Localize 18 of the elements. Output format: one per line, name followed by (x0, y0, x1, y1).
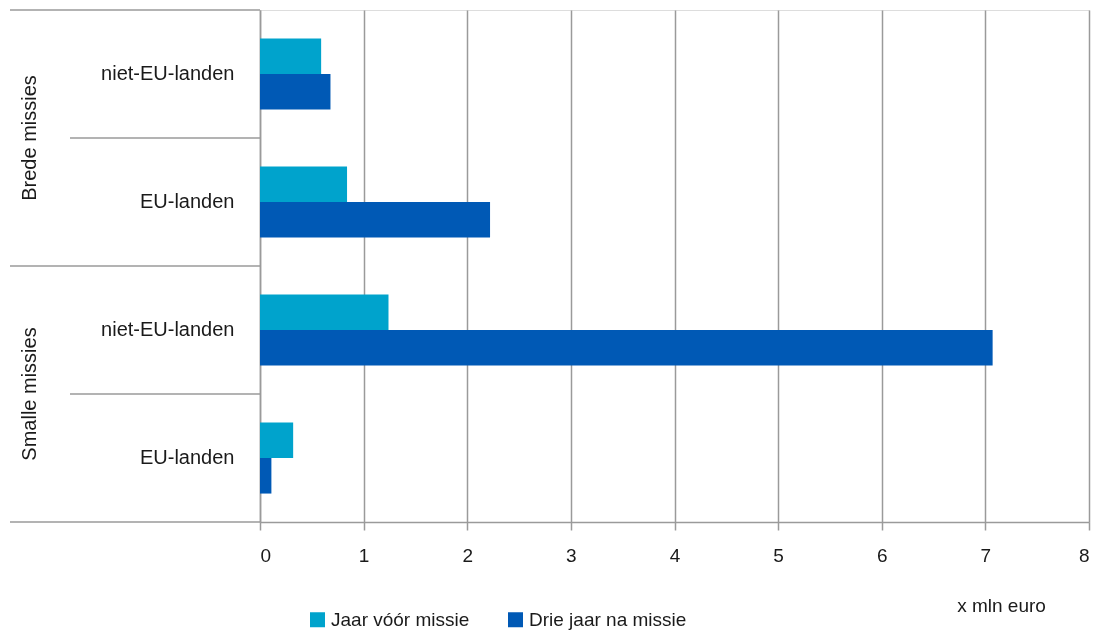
text: Brede missies (18, 75, 40, 201)
x-tick-label: 7 (980, 544, 992, 566)
legend-label: Drie jaar na missie (529, 608, 687, 630)
y-tick-label: EU-landen (139, 190, 235, 212)
text: Smalle missies (18, 327, 40, 461)
y-tick-label: niet-EU-landen (101, 62, 235, 84)
x-axis-title: x mln euro (957, 594, 1046, 616)
x-tick-label: 6 (876, 544, 888, 566)
x-tick-label: 2 (462, 544, 474, 566)
x-tick-label: 0 (260, 544, 272, 566)
x-tick-label: 8 (1078, 544, 1090, 566)
y-tick-label: EU-landen (139, 446, 235, 468)
legend-label: Jaar vóór missie (331, 608, 470, 630)
x-tick-label: 4 (669, 544, 681, 566)
x-tick-label: 5 (773, 544, 784, 566)
y-tick-label: niet-EU-landen (101, 318, 235, 340)
x-tick-label: 1 (358, 544, 370, 566)
x-tick-label: 3 (566, 544, 577, 566)
